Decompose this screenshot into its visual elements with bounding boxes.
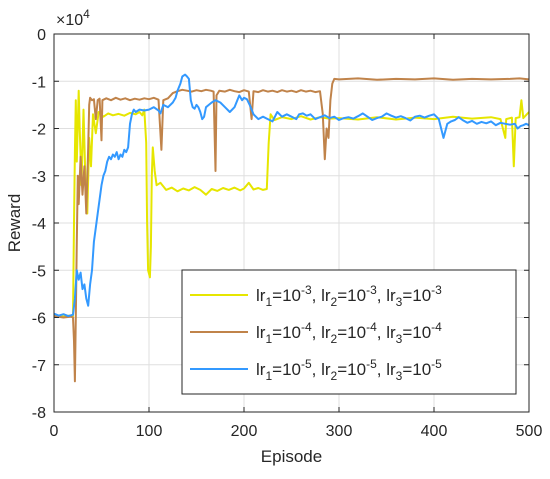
y-tick-label: -2 [32,122,46,139]
y-tick-label: -7 [32,358,46,375]
series-line [53,89,530,318]
x-tick-label: 400 [421,423,448,440]
x-tick-label: 0 [50,423,59,440]
y-tick-label: -3 [32,169,46,186]
x-tick-label: 100 [136,423,163,440]
series-lines [53,73,530,383]
x-tick-label: 300 [326,423,353,440]
tick-labels: 0 100 200 300 400 500 -8 -7 -6 -5 -4 -3 -2 -1 0 [32,27,543,440]
series-line [53,77,530,383]
legend-entry-label: lr1=10-3, lr2=10-3, lr3=10-3 [256,283,442,309]
y-tick-label: -8 [32,405,46,422]
y-tick-label: -4 [32,216,46,233]
x-tick-label: 500 [516,423,543,440]
x-axis-label: Episode [261,447,322,466]
series-line [53,73,530,318]
legend-entry-label: lr1=10-4, lr2=10-4, lr3=10-4 [256,320,442,346]
y-tick-label: 0 [37,27,46,44]
y-tick-label: -1 [32,74,46,91]
y-axis-label: Reward [5,194,24,253]
y-tick-label: -6 [32,311,46,328]
x-tick-label: 200 [231,423,258,440]
legend-entry-label: lr1=10-5, lr2=10-5, lr3=10-5 [256,357,442,383]
y-tick-label: -5 [32,263,46,280]
legend: lr1=10-3, lr2=10-3, lr3=10-3 lr1=10-4, l… [181,269,517,395]
axis-ticks [53,33,530,413]
y-axis-exponent: ×104 [56,7,90,29]
